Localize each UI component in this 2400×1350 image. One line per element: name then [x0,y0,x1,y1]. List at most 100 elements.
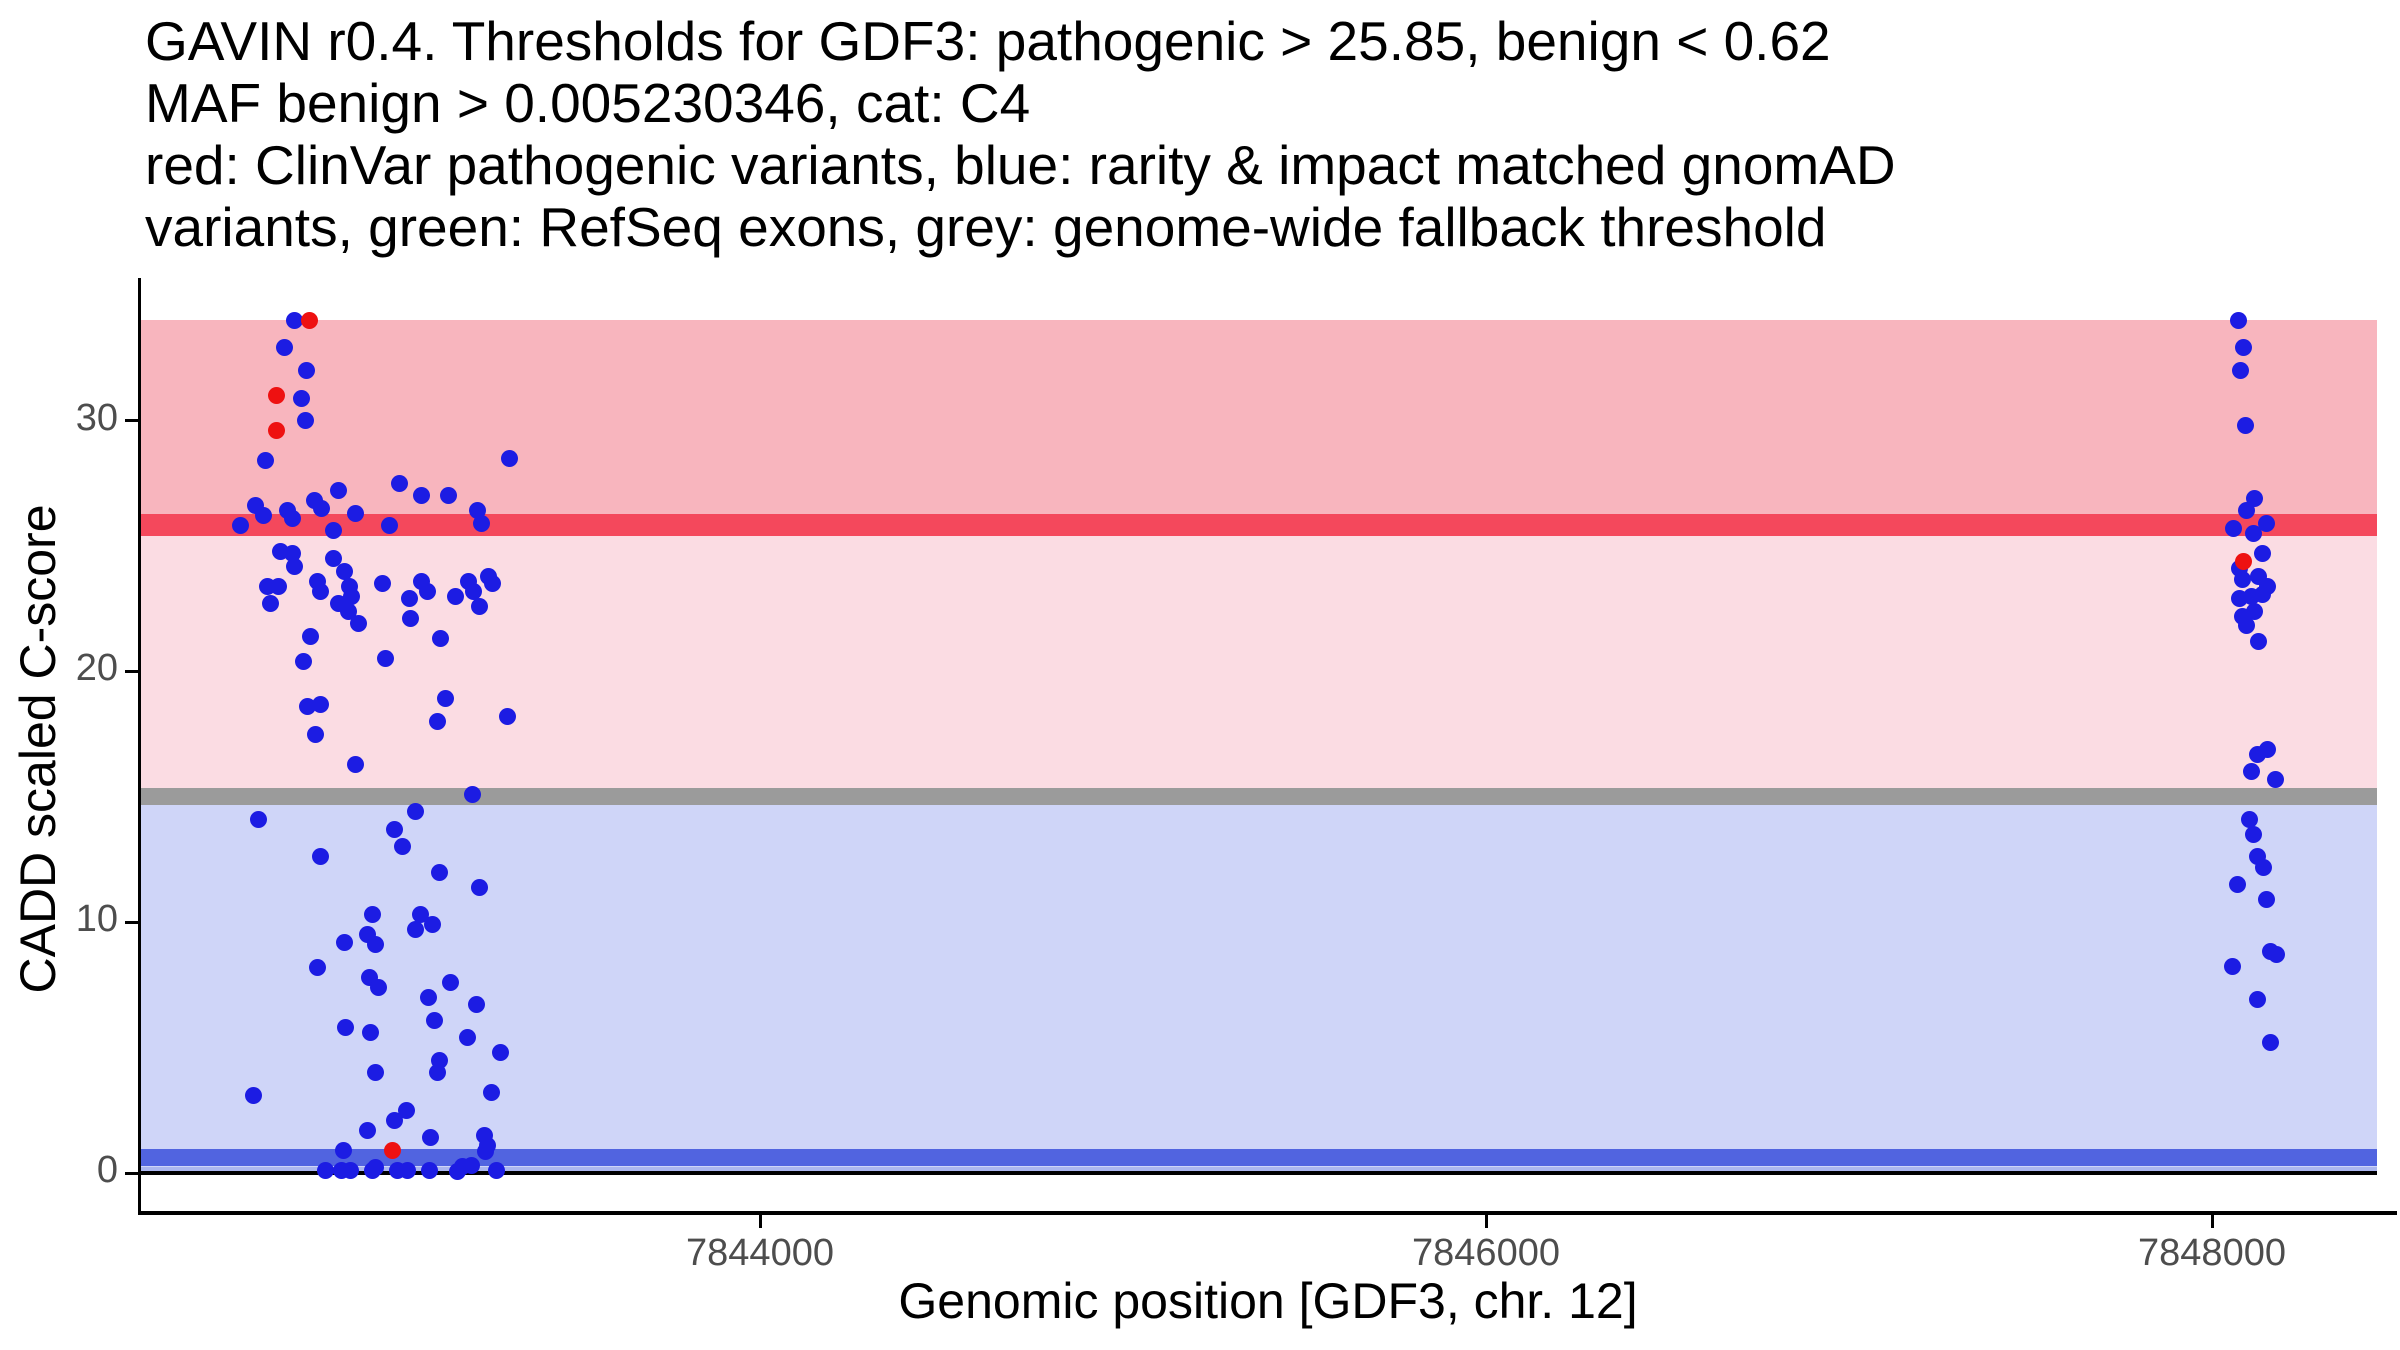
variant-point-gnomad [391,474,409,492]
variant-point-gnomad [470,878,488,896]
variant-point-gnomad [313,499,331,517]
variant-point-gnomad [370,978,388,996]
variant-point-gnomad [2266,770,2284,788]
variant-point-gnomad [446,587,464,605]
variant-point-gnomad [439,487,457,505]
x-tick-label: 7844000 [686,1232,834,1274]
y-tick-mark [125,419,138,423]
variant-point-gnomad [418,582,436,600]
variant-point-gnomad [335,933,353,951]
variant-point-gnomad [2257,891,2275,909]
variant-point-gnomad [346,504,364,522]
y-axis-line [138,278,141,1215]
variant-point-gnomad [336,1019,354,1037]
variant-point-gnomad [483,575,501,593]
variant-point-gnomad [498,708,516,726]
variant-point-gnomad [292,389,310,407]
variant-point-gnomad [2231,361,2249,379]
plot-title-line-2: MAF benign > 0.005230346, cat: C4 [145,72,1031,134]
variant-point-gnomad [311,582,329,600]
variant-point-gnomad [324,522,342,540]
variant-point-gnomad [2244,524,2262,542]
variant-point-gnomad [2254,545,2272,563]
variant-point-gnomad [342,587,360,605]
variant-point-gnomad [458,1029,476,1047]
benign-threshold-soft-edge [141,1166,2377,1172]
variant-point-gnomad [254,507,272,525]
variant-point-gnomad [283,509,301,527]
fallback-threshold-line [141,788,2377,806]
variant-point-gnomad [399,1161,417,1179]
variant-point-clinvar [300,311,318,329]
y-tick-label: 20 [75,647,118,690]
variant-point-gnomad [2242,763,2260,781]
variant-point-gnomad [420,1161,438,1179]
variant-point-gnomad [501,449,519,467]
variant-point-gnomad [2224,519,2242,537]
variant-point-gnomad [2235,339,2253,357]
variant-point-gnomad [363,906,381,924]
variant-point-gnomad [429,1064,447,1082]
vus-region [141,524,2377,797]
variant-point-gnomad [306,725,324,743]
variant-point-gnomad [286,557,304,575]
variant-point-gnomad [420,988,438,1006]
variant-point-gnomad [482,1084,500,1102]
variant-point-gnomad [275,339,293,357]
plot-title-line-1: GAVIN r0.4. Thresholds for GDF3: pathoge… [145,10,1831,72]
variant-point-gnomad [2238,616,2256,634]
pathogenic-threshold-line [141,513,2377,536]
plot-title-line-4: variants, green: RefSeq exons, grey: gen… [145,196,1827,258]
variant-point-gnomad [471,597,489,615]
variant-point-clinvar [267,422,285,440]
variant-point-gnomad [464,785,482,803]
variant-point-gnomad [401,610,419,628]
variant-point-gnomad [425,1011,443,1029]
y-tick-label: 30 [75,396,118,439]
variant-point-gnomad [257,452,275,470]
variant-point-gnomad [428,713,446,731]
variant-point-gnomad [413,487,431,505]
variant-point-gnomad [232,517,250,535]
x-axis-line [138,1211,2397,1215]
variant-point-gnomad [297,412,315,430]
variant-point-gnomad [367,1064,385,1082]
variant-point-gnomad [367,936,385,954]
x-axis-title: Genomic position [GDF3, chr. 12] [898,1273,1638,1329]
variant-point-gnomad [473,514,491,532]
variant-point-gnomad [312,695,330,713]
variant-point-gnomad [317,1161,335,1179]
variant-point-gnomad [270,577,288,595]
variant-point-clinvar [2235,552,2253,570]
variant-point-gnomad [2234,571,2252,589]
variant-point-gnomad [2229,876,2247,894]
variant-point-gnomad [423,916,441,934]
variant-point-gnomad [442,973,460,991]
x-tick-mark [2210,1215,2214,1228]
variant-point-gnomad [449,1163,467,1181]
variant-point-gnomad [386,820,404,838]
variant-point-gnomad [401,590,419,608]
variant-point-gnomad [477,1143,495,1161]
variant-point-gnomad [385,1111,403,1129]
variant-point-gnomad [244,1086,262,1104]
variant-point-gnomad [350,615,368,633]
pathogenic-region [141,319,2377,525]
variant-point-gnomad [2261,1034,2279,1052]
variant-point-gnomad [324,550,342,568]
plot-title: GAVIN r0.4. Thresholds for GDF3: pathoge… [145,10,1896,258]
variant-point-gnomad [249,810,267,828]
variant-point-gnomad [335,562,353,580]
variant-point-gnomad [298,361,316,379]
variant-point-gnomad [381,517,399,535]
variant-point-gnomad [298,698,316,715]
variant-point-gnomad [2249,632,2267,650]
variant-point-gnomad [407,921,424,939]
variant-point-gnomad [430,863,448,881]
zero-line [141,1171,2377,1175]
variant-point-gnomad [362,1024,379,1042]
variant-point-gnomad [487,1161,505,1179]
y-tick-mark [125,920,138,924]
variant-point-gnomad [2224,957,2242,975]
